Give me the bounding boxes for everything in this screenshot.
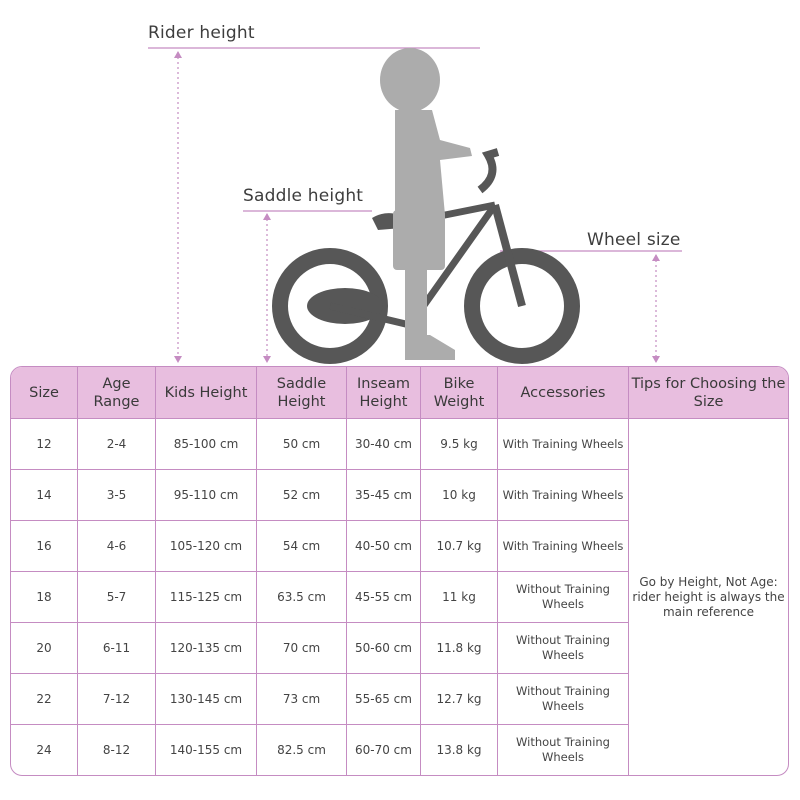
table-cell: 14: [11, 470, 78, 521]
table-row: 18 5-7 115-125 cm 63.5 cm 45-55 cm 11 kg Witho…: [11, 572, 788, 623]
table-cell: 45-55 cm: [347, 572, 421, 623]
table-cell: 52 cm: [257, 470, 347, 521]
child-icon: [380, 48, 472, 360]
table-cell: With Training Wheels: [498, 470, 629, 521]
table-cell: Without Training Wheels: [498, 572, 629, 623]
table-cell: 82.5 cm: [257, 725, 347, 775]
table-cell: 16: [11, 521, 78, 572]
table-cell: 5-7: [78, 572, 156, 623]
table-cell: 40-50 cm: [347, 521, 421, 572]
table-cell: 73 cm: [257, 674, 347, 725]
table-cell: 130-145 cm: [156, 674, 257, 725]
table-cell: 115-125 cm: [156, 572, 257, 623]
table-cell: 70 cm: [257, 623, 347, 674]
table-cell: 12: [11, 419, 78, 470]
table-cell: 24: [11, 725, 78, 775]
table-cell: 8-12: [78, 725, 156, 775]
table-cell: 30-40 cm: [347, 419, 421, 470]
column-header: Inseam Height: [347, 367, 421, 419]
table-cell: 95-110 cm: [156, 470, 257, 521]
table-cell: With Training Wheels: [498, 419, 629, 470]
table-cell: Without Training Wheels: [498, 725, 629, 775]
table-cell: 85-100 cm: [156, 419, 257, 470]
table-cell: 9.5 kg: [421, 419, 498, 470]
table-cell: 13.8 kg: [421, 725, 498, 775]
table-cell: 54 cm: [257, 521, 347, 572]
column-header: Accessories: [498, 367, 629, 419]
table-header-row: Size Age Range Kids Height Saddle Height Ins…: [11, 367, 788, 419]
table-cell: 140-155 cm: [156, 725, 257, 775]
table-cell: 35-45 cm: [347, 470, 421, 521]
wheel-size-label: Wheel size: [587, 230, 681, 250]
column-header: Kids Height: [156, 367, 257, 419]
bike-illustration: [148, 47, 682, 364]
table-cell: 120-135 cm: [156, 623, 257, 674]
table-cell: 18: [11, 572, 78, 623]
tip-cell: Go by Height, Not Age: rider height is a…: [632, 574, 785, 619]
table-cell: 3-5: [78, 470, 156, 521]
table-cell: Without Training Wheels: [498, 623, 629, 674]
table-cell: 22: [11, 674, 78, 725]
table-row: 12 2-4 85-100 cm 50 cm 30-40 cm 9.5 kg With Tr…: [11, 419, 788, 619]
table-cell: With Training Wheels: [498, 521, 629, 572]
table-cell: 10 kg: [421, 470, 498, 521]
table-row: 24 8-12 140-155 cm 82.5 cm 60-70 cm 13.8 kg Wi…: [11, 725, 788, 775]
table-row: 14 3-5 95-110 cm 52 cm 35-45 cm 10 kg With Tra…: [11, 470, 788, 521]
table-row: 20 6-11 120-135 cm 70 cm 50-60 cm 11.8 kg With…: [11, 623, 788, 674]
table-cell: 2-4: [78, 419, 156, 470]
table-cell: 11 kg: [421, 572, 498, 623]
column-header: Tips for Choosing the Size: [629, 367, 788, 419]
column-header: Bike Weight: [421, 367, 498, 419]
table-cell: 7-12: [78, 674, 156, 725]
table-cell: 60-70 cm: [347, 725, 421, 775]
table-cell: 20: [11, 623, 78, 674]
table-cell: 50-60 cm: [347, 623, 421, 674]
table-row: 22 7-12 130-145 cm 73 cm 55-65 cm 12.7 kg With…: [11, 674, 788, 725]
size-table: Size Age Range Kids Height Saddle Height Ins…: [10, 366, 789, 776]
table-cell: 55-65 cm: [347, 674, 421, 725]
column-header: Age Range: [78, 367, 156, 419]
table-cell: 11.8 kg: [421, 623, 498, 674]
saddle-height-label: Saddle height: [243, 186, 364, 206]
rider-height-label: Rider height: [148, 23, 255, 43]
table-cell: Without Training Wheels: [498, 674, 629, 725]
column-header: Saddle Height: [257, 367, 347, 419]
table-cell: 6-11: [78, 623, 156, 674]
table-cell: 63.5 cm: [257, 572, 347, 623]
column-header: Size: [11, 367, 78, 419]
table-cell: 12.7 kg: [421, 674, 498, 725]
table-row: 16 4-6 105-120 cm 54 cm 40-50 cm 10.7 kg With …: [11, 521, 788, 572]
table-cell: 10.7 kg: [421, 521, 498, 572]
table-cell: 50 cm: [257, 419, 347, 470]
table-cell: 105-120 cm: [156, 521, 257, 572]
table-cell: 4-6: [78, 521, 156, 572]
